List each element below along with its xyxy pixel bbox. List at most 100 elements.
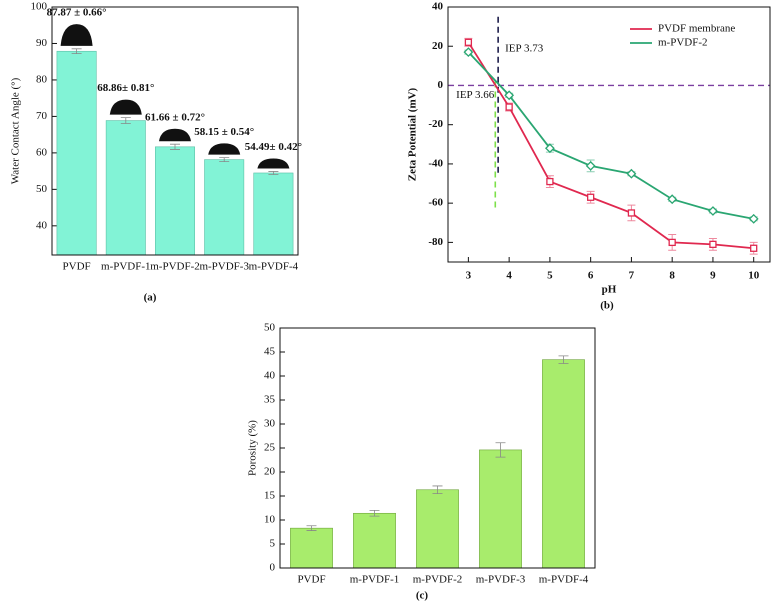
bar	[56, 50, 97, 256]
panel-label: (b)	[600, 300, 614, 312]
x-tick-label: 9	[710, 270, 716, 282]
series-line	[467, 41, 754, 250]
y-tick-label: 50	[36, 183, 48, 195]
series-line	[467, 51, 754, 220]
bar	[155, 146, 195, 256]
value-label: 61.66 ± 0.72°	[145, 111, 205, 123]
y-tick-label: 35	[264, 394, 276, 406]
y-tick-label: 90	[36, 37, 48, 49]
y-tick-label: 40	[264, 370, 276, 382]
x-tick-label: 7	[629, 270, 635, 282]
bar	[253, 172, 294, 256]
error-bar	[432, 485, 443, 494]
y-tick-label: 5	[270, 538, 276, 550]
y-axis-label: Water Contact Angle (°)	[10, 77, 22, 184]
x-tick-label: 3	[466, 270, 472, 282]
y-tick-label: 0	[270, 562, 276, 574]
bar	[204, 159, 245, 256]
y-axis-label: Porosity (%)	[247, 420, 259, 476]
error-bar	[170, 143, 180, 150]
y-tick-label: 20	[432, 40, 444, 52]
bar	[542, 359, 585, 569]
y-tick-label: 25	[264, 442, 276, 454]
error-bar	[120, 117, 131, 124]
marker	[626, 168, 637, 179]
marker	[748, 213, 759, 224]
x-tick-label: 4	[506, 270, 512, 282]
value-label: 87.87 ± 0.66°	[47, 7, 107, 19]
marker	[750, 244, 758, 252]
error-bar	[268, 171, 279, 175]
marker	[504, 90, 515, 101]
marker	[546, 177, 554, 186]
bar	[479, 449, 522, 569]
panel-label: (c)	[416, 590, 429, 602]
marker	[463, 47, 474, 58]
marker	[544, 143, 555, 154]
error-bar	[369, 510, 380, 517]
x-tick-label: m-PVDF-2	[413, 574, 463, 586]
y-tick-label: 80	[36, 73, 48, 85]
bar	[353, 512, 396, 569]
droplet	[109, 99, 142, 115]
y-tick-label: 15	[264, 490, 276, 502]
axis-frame	[51, 6, 299, 256]
x-tick-label: m-PVDF-1	[350, 574, 400, 586]
panel-label: (a)	[144, 292, 157, 304]
y-tick-label: -20	[428, 118, 443, 130]
marker	[587, 193, 595, 201]
x-tick-label: m-PVDF-3	[476, 574, 526, 586]
y-tick-label: 45	[264, 346, 276, 358]
x-tick-label: m-PVDF-4	[249, 261, 299, 273]
error-bar	[219, 157, 230, 162]
y-tick-label: 10	[264, 514, 276, 526]
y-tick-label: 20	[264, 466, 276, 478]
y-tick-label: 70	[36, 110, 48, 122]
droplet	[208, 143, 241, 155]
y-tick-label: 100	[31, 1, 48, 13]
marker	[708, 206, 718, 216]
x-tick-label: m-PVDF-3	[199, 261, 249, 273]
axis-frame	[447, 6, 771, 263]
y-tick-label: 40	[36, 219, 48, 231]
marker	[668, 238, 676, 247]
droplet	[159, 128, 191, 142]
y-axis-label: Zeta Potential (mV)	[407, 87, 419, 181]
value-label: 68.86± 0.81°	[97, 82, 154, 94]
annotation: IEP 3.66	[456, 89, 495, 101]
y-tick-label: 40	[432, 1, 444, 13]
x-tick-label: 10	[748, 270, 760, 282]
marker	[505, 103, 513, 111]
marker	[627, 209, 636, 217]
marker	[667, 194, 678, 205]
bar	[416, 489, 459, 569]
legend-label: m-PVDF-2	[658, 37, 708, 49]
legend-label: PVDF membrane	[658, 23, 735, 35]
x-axis-label: pH	[602, 284, 617, 296]
error-bar	[495, 442, 506, 458]
value-label: 58.15 ± 0.54°	[194, 126, 254, 138]
axis-frame	[279, 327, 596, 569]
x-tick-label: 5	[547, 270, 553, 282]
droplet	[60, 24, 93, 46]
x-tick-label: m-PVDF-1	[101, 261, 151, 273]
error-bar	[558, 355, 569, 364]
marker	[464, 38, 473, 46]
error-bar	[71, 48, 82, 55]
x-tick-label: PVDF	[63, 261, 91, 273]
x-tick-label: 8	[669, 270, 675, 282]
y-tick-label: 50	[264, 322, 276, 334]
bar	[105, 120, 146, 256]
y-tick-label: 60	[36, 146, 48, 158]
y-tick-label: -40	[428, 157, 443, 169]
y-tick-label: 0	[438, 79, 444, 91]
bar	[290, 527, 333, 569]
annotation: IEP 3.73	[505, 42, 544, 54]
y-tick-label: -80	[428, 236, 443, 248]
error-bar	[306, 525, 317, 531]
y-tick-label: -60	[428, 197, 443, 209]
x-tick-label: PVDF	[297, 574, 325, 586]
marker	[585, 160, 596, 171]
value-label: 54.49± 0.42°	[245, 141, 302, 153]
